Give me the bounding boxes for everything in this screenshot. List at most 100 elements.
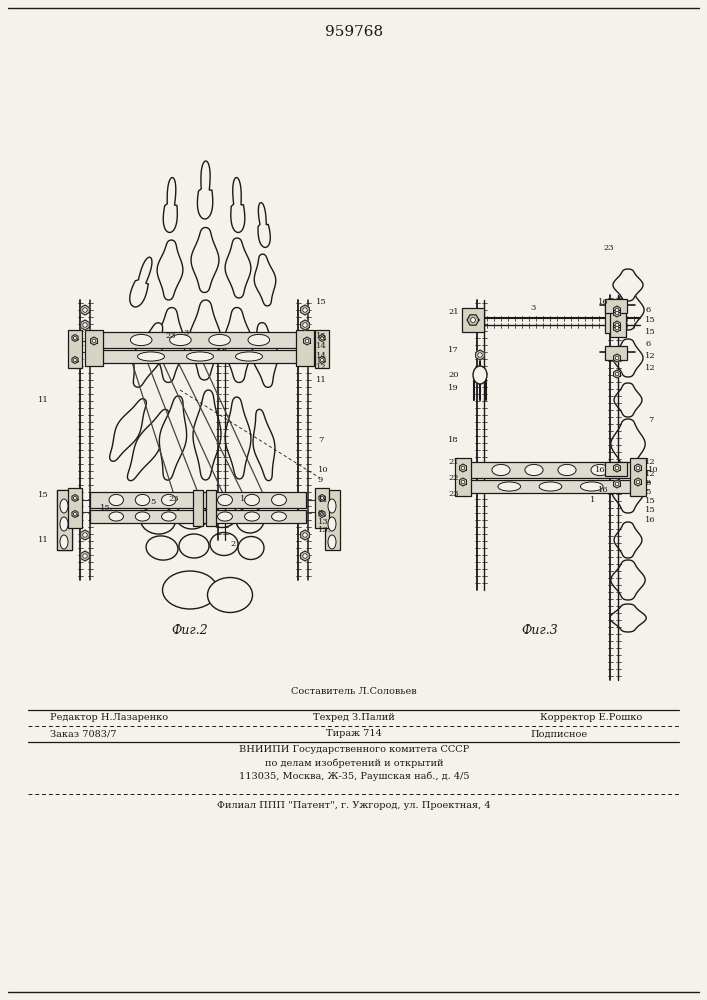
Polygon shape — [611, 419, 645, 469]
Ellipse shape — [328, 517, 336, 531]
Ellipse shape — [187, 352, 214, 361]
Ellipse shape — [60, 499, 68, 513]
Circle shape — [83, 308, 87, 312]
Polygon shape — [157, 240, 183, 300]
Bar — [206, 490, 216, 526]
Polygon shape — [72, 510, 78, 518]
Text: 11: 11 — [38, 396, 49, 404]
Polygon shape — [223, 308, 253, 382]
Circle shape — [303, 323, 308, 327]
Circle shape — [320, 496, 324, 500]
Ellipse shape — [473, 366, 487, 384]
Ellipse shape — [109, 512, 124, 521]
Text: 16: 16 — [598, 486, 609, 494]
Circle shape — [83, 533, 87, 537]
Circle shape — [615, 308, 619, 312]
Polygon shape — [197, 161, 213, 219]
Text: 5: 5 — [150, 498, 156, 506]
Bar — [605, 305, 625, 333]
Text: 12: 12 — [316, 363, 327, 371]
Text: 18: 18 — [448, 436, 459, 444]
Bar — [102, 332, 298, 348]
Ellipse shape — [238, 536, 264, 560]
Circle shape — [74, 512, 76, 516]
Ellipse shape — [235, 352, 262, 361]
Bar — [68, 330, 82, 368]
Text: 6: 6 — [645, 306, 650, 314]
Circle shape — [471, 318, 475, 322]
Polygon shape — [613, 339, 643, 377]
Ellipse shape — [328, 535, 336, 549]
Text: 23: 23 — [448, 490, 459, 498]
Ellipse shape — [176, 503, 208, 529]
Ellipse shape — [271, 512, 286, 521]
Polygon shape — [300, 530, 310, 540]
Bar — [315, 330, 329, 368]
Bar — [57, 490, 72, 550]
Polygon shape — [72, 334, 78, 342]
Polygon shape — [81, 320, 89, 330]
Text: 959768: 959768 — [325, 25, 383, 39]
Bar — [85, 330, 103, 366]
Text: 5: 5 — [645, 488, 650, 496]
Text: 15: 15 — [645, 316, 656, 324]
Circle shape — [461, 480, 464, 484]
Bar — [455, 458, 471, 496]
Polygon shape — [300, 551, 310, 561]
Text: Фиг.2: Фиг.2 — [172, 624, 209, 637]
Circle shape — [615, 372, 619, 376]
Ellipse shape — [210, 532, 238, 556]
Bar — [468, 462, 633, 478]
Circle shape — [83, 554, 87, 558]
Bar — [605, 462, 627, 476]
Circle shape — [74, 336, 76, 340]
Polygon shape — [72, 494, 78, 502]
Ellipse shape — [492, 464, 510, 476]
Bar — [198, 510, 306, 523]
Circle shape — [305, 339, 309, 343]
Text: 23: 23 — [168, 495, 179, 503]
Circle shape — [92, 339, 96, 343]
Text: 1: 1 — [240, 495, 245, 503]
Circle shape — [615, 356, 619, 360]
Text: 21: 21 — [448, 308, 459, 316]
Bar — [630, 458, 646, 496]
Text: Подписное: Подписное — [530, 730, 587, 738]
Text: 11: 11 — [318, 496, 329, 504]
Text: 14: 14 — [316, 342, 327, 350]
Ellipse shape — [591, 464, 609, 476]
Circle shape — [615, 482, 619, 486]
Text: 11: 11 — [316, 376, 327, 384]
Ellipse shape — [135, 494, 150, 506]
Bar — [296, 330, 314, 366]
Ellipse shape — [498, 482, 520, 491]
Text: 12: 12 — [645, 458, 655, 466]
Ellipse shape — [141, 506, 175, 534]
Bar — [198, 492, 306, 508]
Text: 15: 15 — [316, 298, 327, 306]
Ellipse shape — [525, 464, 543, 476]
Text: Тираж 714: Тираж 714 — [326, 730, 382, 738]
Polygon shape — [614, 306, 621, 314]
Circle shape — [615, 311, 619, 315]
Ellipse shape — [60, 535, 68, 549]
Ellipse shape — [218, 512, 233, 521]
Ellipse shape — [209, 334, 230, 346]
Ellipse shape — [236, 507, 264, 533]
Text: 13: 13 — [318, 518, 329, 526]
Polygon shape — [163, 178, 177, 232]
Circle shape — [303, 554, 308, 558]
Polygon shape — [253, 409, 275, 481]
Text: 15: 15 — [38, 491, 49, 499]
Bar — [610, 302, 626, 337]
Polygon shape — [225, 238, 251, 298]
Polygon shape — [635, 478, 641, 486]
Polygon shape — [155, 308, 185, 382]
Circle shape — [636, 480, 640, 484]
Polygon shape — [614, 383, 642, 417]
Polygon shape — [460, 478, 467, 486]
Text: 10: 10 — [648, 466, 659, 474]
Polygon shape — [189, 300, 221, 380]
Ellipse shape — [271, 494, 286, 506]
Text: 14: 14 — [316, 352, 327, 360]
